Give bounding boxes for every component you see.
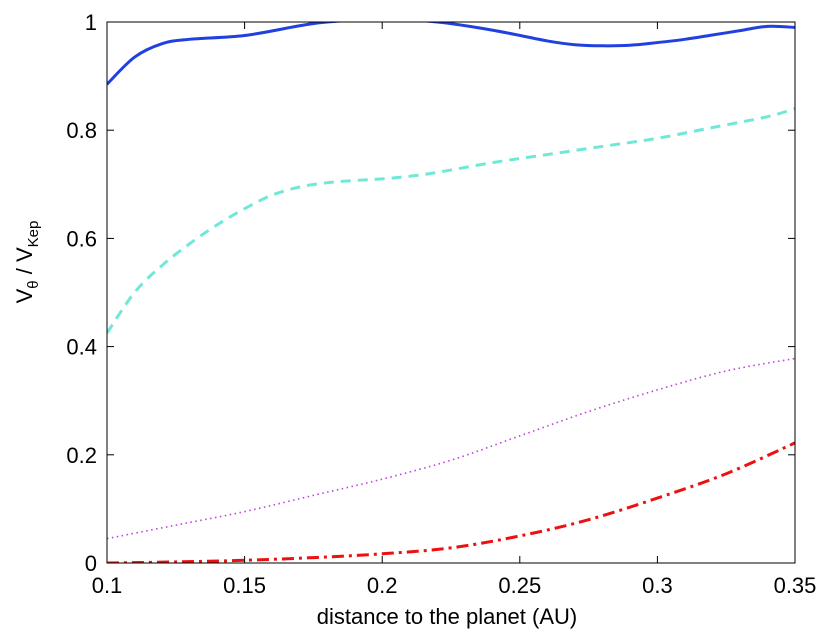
y-tick-label: 1: [85, 10, 97, 35]
y-tick-label: 0.4: [66, 335, 97, 360]
plot-frame: [106, 21, 796, 564]
series-line-dashdot: [107, 441, 795, 563]
series-line-dotted: [107, 357, 795, 540]
y-tick-label: 0.6: [66, 226, 97, 251]
y-tick-label: 0: [85, 551, 97, 576]
x-tick-label: 0.1: [92, 573, 123, 598]
x-tick-label: 0.15: [223, 573, 266, 598]
x-tick-label: 0.35: [774, 573, 817, 598]
x-axis-label: distance to the planet (AU): [317, 604, 577, 629]
tick-marks: [106, 21, 796, 564]
y-axis-label: Vθ / VKep: [12, 221, 42, 304]
x-tick-label: 0.2: [367, 573, 398, 598]
y-tick-label: 0.8: [66, 118, 97, 143]
series-layer: [107, 22, 795, 563]
y-tick-labels: 0 0.2 0.4 0.6 0.8 1: [66, 10, 97, 576]
series-line-solid: [107, 22, 795, 86]
y-tick-label: 0.2: [66, 443, 97, 468]
series-line-dashed: [107, 107, 795, 334]
x-tick-label: 0.25: [498, 573, 541, 598]
x-tick-label: 0.3: [642, 573, 673, 598]
x-tick-labels: 0.1 0.15 0.2 0.25 0.3 0.35: [92, 573, 817, 598]
